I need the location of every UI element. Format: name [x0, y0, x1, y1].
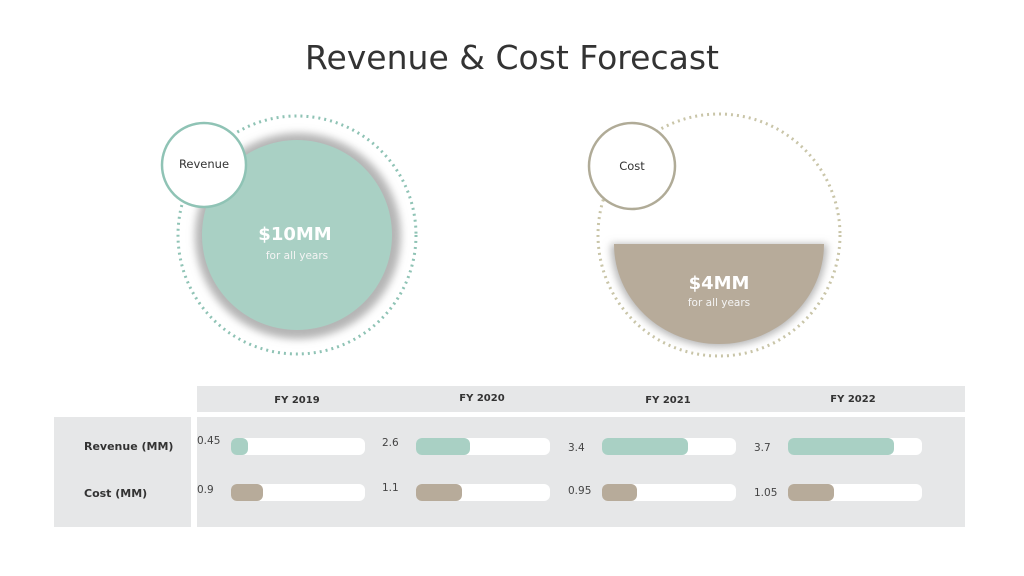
revenue-label: Revenue [179, 157, 229, 171]
revenue-bar-cell: 3.4 [568, 435, 738, 455]
bar-value-label: 0.95 [568, 485, 592, 497]
page-title: Revenue & Cost Forecast [305, 38, 719, 77]
bar-fill [788, 438, 894, 455]
cost-label-circle [587, 121, 677, 211]
row-label-cost: Cost (MM) [84, 487, 148, 500]
row-label-revenue: Revenue (MM) [84, 440, 174, 453]
bar-value-label: 1.05 [754, 487, 778, 499]
cost-bar-cell: 0.9 [197, 481, 367, 501]
bar-value-label: 0.9 [197, 484, 214, 496]
bar-value-label: 0.45 [197, 435, 221, 447]
cost-total-bowl [614, 244, 824, 344]
bar-track [602, 438, 736, 455]
bar-fill [416, 484, 462, 501]
revenue-note: for all years [266, 250, 328, 262]
bar-fill [602, 484, 637, 501]
bar-fill [231, 438, 249, 455]
cost-amount: $4MM [689, 273, 750, 294]
revenue-bar-cell: 2.6 [382, 435, 552, 455]
cost-bar-cell: 1.05 [754, 481, 924, 501]
revenue-bar-cell: 3.7 [754, 435, 924, 455]
bar-value-label: 3.4 [568, 442, 585, 454]
cost-note: for all years [688, 297, 750, 309]
cost-label: Cost [619, 159, 645, 173]
bar-grid: 0.45 2.6 3.4 3.7 0.9 1.1 0.95 1.05 [197, 417, 965, 527]
revenue-amount: $10MM [258, 224, 331, 245]
bar-fill [788, 484, 834, 501]
row-labels-panel: Revenue (MM) Cost (MM) [54, 417, 191, 527]
year-header: FY 2019 [274, 395, 320, 406]
bar-track [602, 484, 736, 501]
cost-bar-cell: 1.1 [382, 481, 552, 501]
bar-fill [602, 438, 688, 455]
bar-value-label: 1.1 [382, 482, 399, 494]
year-header-row: FY 2019 FY 2020 FY 2021 FY 2022 [197, 386, 965, 412]
bar-fill [231, 484, 264, 501]
year-header: FY 2022 [830, 394, 876, 405]
bar-track [788, 438, 922, 455]
bar-track [231, 484, 365, 501]
revenue-dotted-ring [176, 114, 418, 356]
year-header: FY 2020 [459, 393, 505, 404]
bar-track [416, 438, 550, 455]
bar-value-label: 2.6 [382, 437, 399, 449]
cost-dotted-ring [596, 112, 842, 358]
revenue-total-circle [202, 140, 392, 330]
summary-circles: Revenue $10MM for all years Cost $4MM fo… [160, 112, 842, 358]
bar-value-label: 3.7 [754, 442, 771, 454]
bar-track [788, 484, 922, 501]
year-header: FY 2021 [645, 395, 691, 406]
revenue-bar-cell: 0.45 [197, 435, 367, 455]
bar-track [416, 484, 550, 501]
revenue-label-circle [160, 121, 248, 209]
bar-fill [416, 438, 470, 455]
bar-track [231, 438, 365, 455]
cost-bar-cell: 0.95 [568, 481, 738, 501]
